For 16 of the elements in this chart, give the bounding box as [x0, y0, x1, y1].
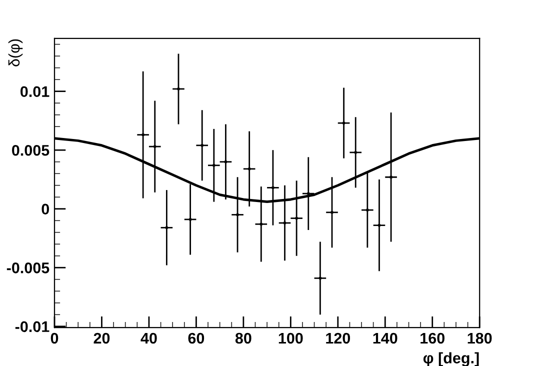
- x-tick-label: 100: [278, 332, 303, 344]
- x-tick-label: 0: [50, 332, 58, 344]
- x-tick-label: 40: [140, 332, 157, 344]
- y-tick-label: 0.01: [20, 86, 50, 98]
- x-tick-label: 80: [235, 332, 252, 344]
- x-tick-label: 20: [94, 332, 110, 344]
- x-tick-label: 180: [468, 332, 492, 344]
- x-tick-label: 160: [420, 332, 444, 344]
- y-tick-label: 0: [42, 204, 50, 215]
- y-tick-label: -0.01: [15, 321, 50, 332]
- y-tick-label: 0.005: [12, 144, 50, 156]
- x-tick-label: 140: [373, 332, 398, 344]
- x-tick-label: 120: [326, 332, 350, 344]
- x-tick-label: 60: [188, 332, 204, 344]
- y-axis-title: δ(φ): [8, 39, 23, 66]
- y-tick-label: -0.005: [6, 262, 50, 274]
